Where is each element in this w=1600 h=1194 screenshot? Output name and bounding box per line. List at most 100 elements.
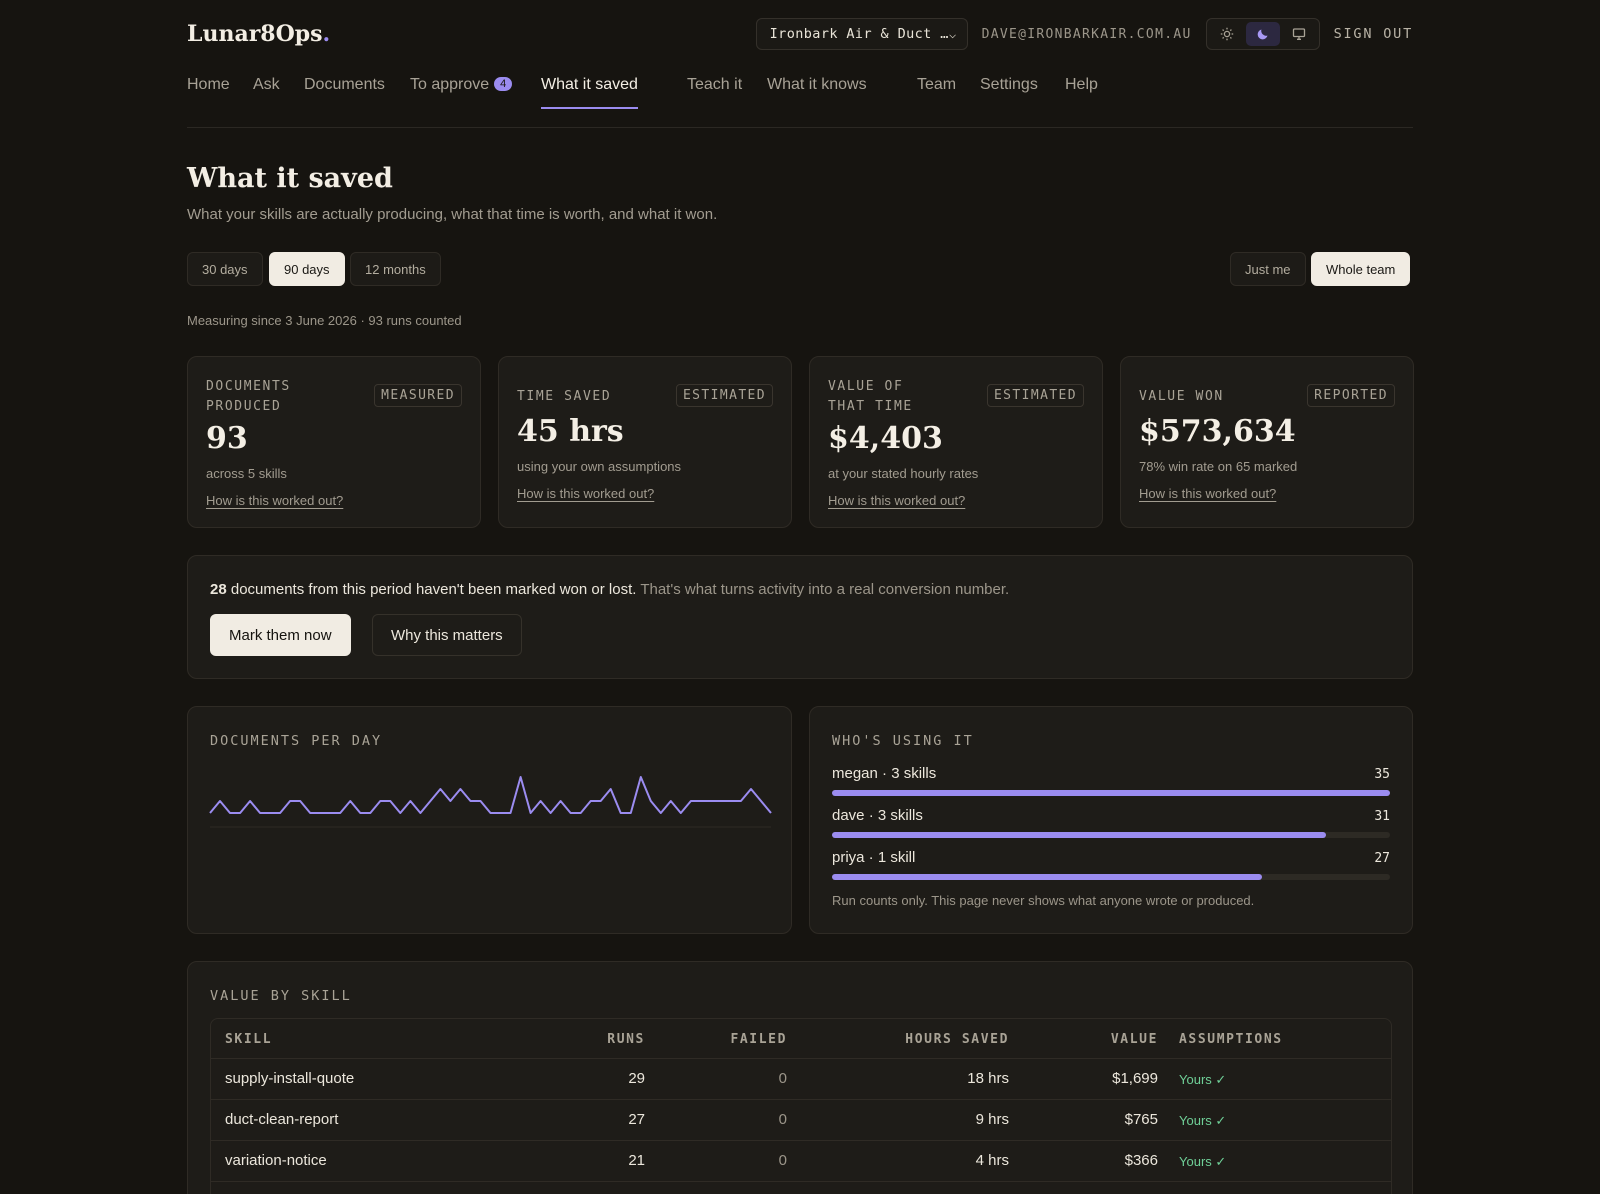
stat-note: at your stated hourly rates <box>828 466 979 481</box>
stat-note: using your own assumptions <box>517 459 682 474</box>
mark-them-now-button[interactable]: Mark them now <box>210 614 351 656</box>
page-subtitle: What your skills are actually producing,… <box>187 206 718 223</box>
nav-home[interactable]: Home <box>187 76 230 93</box>
table-row[interactable]: duct-clean-report 27 0 9 hrs $765 Yours … <box>211 1100 1391 1141</box>
nav-what-it-knows[interactable]: What it knows <box>767 76 867 93</box>
approval-count-badge: 4 <box>494 77 513 91</box>
nav-to-approve-label: To approve <box>410 76 490 93</box>
stat-label: TIME SAVED <box>517 389 612 404</box>
unmarked-count: 28 <box>210 581 227 598</box>
app-logo[interactable]: Lunar8Ops. <box>187 21 331 47</box>
user-name: dave · 3 skills <box>832 807 923 824</box>
banner-text: 28 documents from this period haven't be… <box>210 581 1009 598</box>
stat-card-time-saved: TIME SAVED ESTIMATED 45 hrs using your o… <box>498 356 792 528</box>
stat-tag: REPORTED <box>1307 384 1395 407</box>
panel-label: VALUE BY SKILL <box>210 988 352 1004</box>
documents-series-line <box>209 776 772 814</box>
user-email: DAVE@IRONBARKAIR.COM.AU <box>981 26 1192 42</box>
col-value: VALUE <box>1110 1032 1158 1047</box>
whos-using-it-panel: WHO'S USING IT megan · 3 skills 35 dave … <box>809 706 1413 934</box>
nav-settings[interactable]: Settings <box>980 76 1038 93</box>
col-assumptions: ASSUMPTIONS <box>1179 1032 1283 1047</box>
monitor-icon[interactable] <box>1282 22 1316 46</box>
nav-team[interactable]: Team <box>917 76 957 93</box>
why-this-matters-button[interactable]: Why this matters <box>372 614 522 656</box>
assumptions-status: Yours ✓ <box>1179 1113 1227 1128</box>
nav-teach-it[interactable]: Teach it <box>687 76 743 93</box>
topbar-right: Ironbark Air & Duct … ⌵ DAVE@IRONBARKAIR… <box>755 18 1413 50</box>
value-cell: $1,699 <box>1112 1070 1158 1087</box>
topbar: Lunar8Ops. Ironbark Air & Duct … ⌵ DAVE@… <box>187 18 1413 52</box>
user-name: priya · 1 skill <box>832 849 916 866</box>
failed-value: 0 <box>778 1111 787 1128</box>
how-worked-out-link[interactable]: How is this worked out? <box>517 486 655 501</box>
how-worked-out-link[interactable]: How is this worked out? <box>206 493 344 508</box>
user-run-count: 31 <box>1374 809 1390 824</box>
table-row[interactable]: supply-install-quote 29 0 18 hrs $1,699 … <box>211 1059 1391 1100</box>
nav-documents[interactable]: Documents <box>304 76 385 93</box>
value-by-skill-panel: VALUE BY SKILL SKILL RUNS FAILED HOURS S… <box>187 961 1413 1194</box>
how-worked-out-link[interactable]: How is this worked out? <box>1139 486 1277 501</box>
org-select-value: Ironbark Air & Duct … <box>769 26 949 42</box>
panel-label: WHO'S USING IT <box>832 733 974 749</box>
stat-note: 78% win rate on 65 marked <box>1139 459 1298 474</box>
value-cell: $765 <box>1124 1111 1158 1128</box>
documents-per-day-chart <box>209 776 772 828</box>
stat-label: DOCUMENTS PRODUCED <box>206 379 291 414</box>
nav-help[interactable]: Help <box>1065 76 1098 93</box>
period-12-months[interactable]: 12 months <box>350 252 441 286</box>
value-cell: $366 <box>1124 1152 1158 1169</box>
user-usage-bar <box>832 832 1390 838</box>
user-usage-bar <box>832 790 1390 796</box>
table-row[interactable] <box>211 1182 1391 1194</box>
table-row[interactable]: variation-notice 21 0 4 hrs $366 Yours ✓ <box>211 1141 1391 1182</box>
stat-tag: ESTIMATED <box>986 384 1084 407</box>
period-30-days[interactable]: 30 days <box>187 252 263 286</box>
sign-out-button[interactable]: SIGN OUT <box>1333 26 1413 42</box>
value-by-skill-table: SKILL RUNS FAILED HOURS SAVED VALUE ASSU… <box>210 1018 1392 1194</box>
runs-value: 27 <box>628 1111 645 1128</box>
skill-name: duct-clean-report <box>225 1111 339 1128</box>
assumptions-status: Yours ✓ <box>1179 1154 1227 1169</box>
user-usage-fill <box>832 832 1327 838</box>
stat-value: 93 <box>206 421 248 456</box>
privacy-footnote: Run counts only. This page never shows w… <box>832 893 1255 908</box>
stat-value: $4,403 <box>828 421 943 456</box>
chevron-down-icon: ⌵ <box>949 27 957 41</box>
period-90-days[interactable]: 90 days <box>269 252 345 286</box>
user-run-count: 27 <box>1374 851 1390 866</box>
nav-to-approve[interactable]: To approve 4 <box>410 76 513 94</box>
hours-saved-value: 9 hrs <box>975 1111 1009 1128</box>
stat-card-documents: DOCUMENTS PRODUCED MEASURED 93 across 5 … <box>187 356 481 528</box>
documents-per-day-panel: DOCUMENTS PER DAY <box>187 706 792 934</box>
user-usage-fill <box>832 874 1263 880</box>
org-select[interactable]: Ironbark Air & Duct … ⌵ <box>755 18 968 50</box>
nav-ask[interactable]: Ask <box>253 76 280 93</box>
sun-icon[interactable] <box>1210 22 1244 46</box>
stat-tag: ESTIMATED <box>675 384 773 407</box>
page-title: What it saved <box>187 163 393 194</box>
stat-label: VALUE WON <box>1139 389 1224 404</box>
stat-note: across 5 skills <box>206 466 287 481</box>
col-failed: FAILED <box>730 1032 787 1047</box>
scope-just-me[interactable]: Just me <box>1230 252 1306 286</box>
banner-hint: That's what turns activity into a real c… <box>636 581 1010 598</box>
nav-what-it-saved[interactable]: What it saved <box>541 76 638 109</box>
how-worked-out-link[interactable]: How is this worked out? <box>828 493 966 508</box>
stat-value: 45 hrs <box>517 414 624 449</box>
table-header-row: SKILL RUNS FAILED HOURS SAVED VALUE ASSU… <box>211 1019 1391 1059</box>
assumptions-status: Yours ✓ <box>1179 1072 1227 1087</box>
stat-value: $573,634 <box>1139 414 1296 449</box>
main-nav: Home Ask Documents To approve 4 What it s… <box>187 74 1413 128</box>
stat-tag: MEASURED <box>374 384 462 407</box>
col-hours-saved: HOURS SAVED <box>905 1032 1009 1047</box>
user-usage-fill <box>832 790 1390 796</box>
theme-switcher <box>1205 18 1320 50</box>
runs-value: 29 <box>628 1070 645 1087</box>
scope-whole-team[interactable]: Whole team <box>1311 252 1411 286</box>
moon-icon[interactable] <box>1245 22 1280 46</box>
hours-saved-value: 18 hrs <box>967 1070 1009 1087</box>
col-runs: RUNS <box>607 1032 645 1047</box>
hours-saved-value: 4 hrs <box>975 1152 1009 1169</box>
runs-value: 21 <box>628 1152 645 1169</box>
